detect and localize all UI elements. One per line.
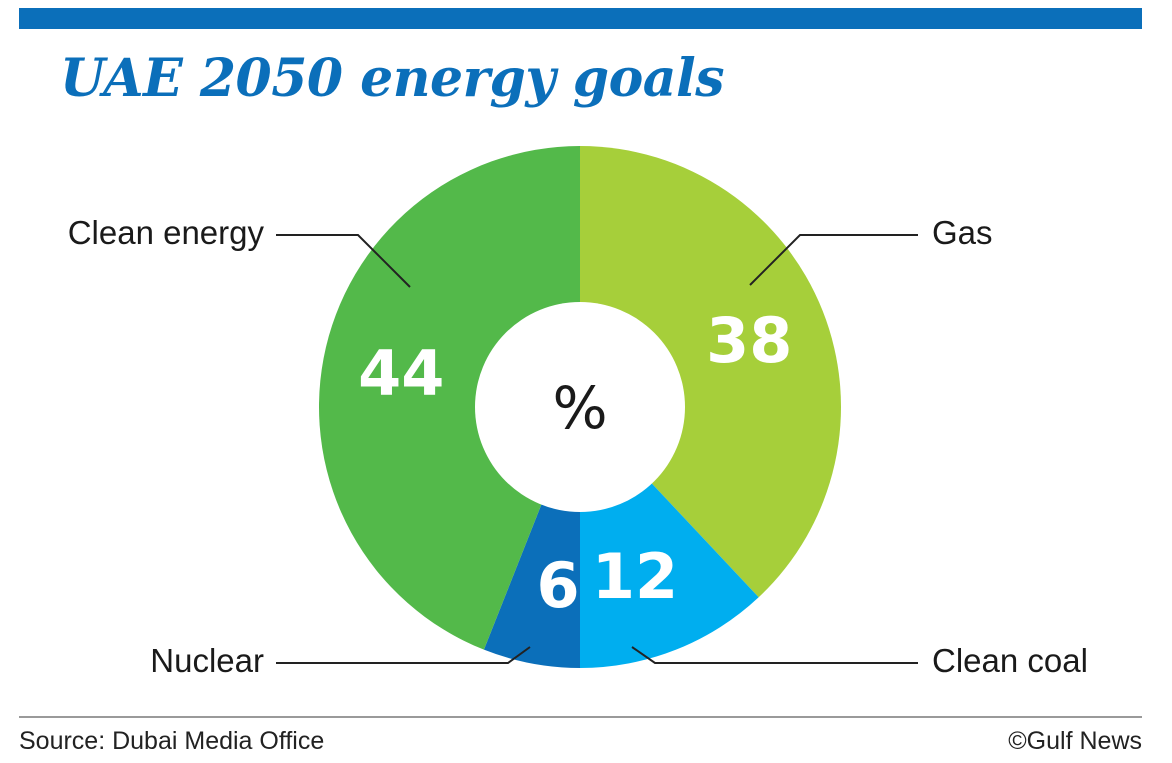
value-label-nuclear: 6 (537, 549, 580, 622)
leader-lines (276, 234, 918, 664)
category-label-nuclear: Nuclear (150, 642, 264, 679)
leader-line-clean-energy (276, 234, 411, 288)
value-label-gas: 38 (706, 304, 792, 377)
leader-line-nuclear (276, 646, 531, 664)
chart-title: UAE 2050 energy goals (60, 48, 724, 109)
donut-chart: % 38 126 44 Gas Clean coal Nuclear Clean ener… (68, 146, 1088, 679)
footer-divider (19, 716, 1142, 718)
copyright-credit: ©Gulf News (1008, 727, 1142, 755)
slice-clean-energy (318, 146, 580, 650)
category-label-clean-coal: Clean coal (932, 642, 1088, 679)
slice-category-labels: Gas Clean coal Nuclear Clean energy (68, 214, 1088, 679)
slice-value-labels: 38 126 44 (358, 304, 792, 622)
leader-line-clean-coal (631, 646, 918, 664)
value-label-clean-energy: 44 (358, 337, 444, 410)
donut-hole (475, 302, 685, 512)
category-label-gas: Gas (932, 214, 993, 251)
value-label-clean-coal: 12 (592, 540, 678, 613)
header-accent-bar (19, 8, 1142, 29)
leader-line-gas (749, 234, 918, 286)
source-note: Source: Dubai Media Office (19, 727, 325, 755)
category-label-clean-energy: Clean energy (68, 214, 265, 251)
center-unit-label: % (552, 374, 607, 442)
